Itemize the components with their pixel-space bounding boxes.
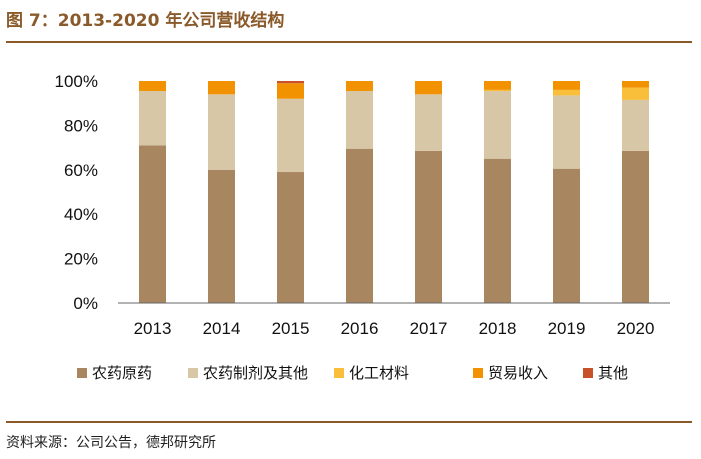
y-tick-label: 0% [73,294,98,313]
bar-segment [346,148,373,303]
y-tick-label: 40% [64,205,98,224]
y-tick-label: 20% [64,250,98,269]
bar-segment [208,169,235,303]
legend-swatch [188,368,198,378]
bar-segment [622,99,649,151]
x-tick-label: 2017 [410,319,448,338]
source-note: 资料来源：公司公告，德邦研究所 [6,435,216,451]
x-tick-label: 2014 [203,319,241,338]
figure-title: 图 7：2013-2020 年公司营收结构 [6,11,285,31]
bar-segment [484,158,511,303]
bar-segment [553,89,580,96]
y-tick-label: 100% [55,72,98,91]
x-tick-label: 2015 [272,319,310,338]
bar-segment [208,94,235,170]
bar-segment [346,81,373,91]
bar-segment [139,90,166,146]
bar-segment [415,81,442,95]
legend-swatch [334,368,344,378]
bar-segment [208,81,235,95]
bar-segment [139,145,166,303]
legend-label: 农药制剂及其他 [203,364,308,382]
stacked-bar-chart: 0% 20% 40% 60% 80% 100% 2013 2014 2015 2016 2017 20… [55,72,670,382]
legend-label: 农药原药 [92,364,152,382]
footer-rule [6,421,692,423]
x-tick-label: 2019 [548,319,586,338]
bar-segment [484,89,511,91]
x-tick-label: 2016 [341,319,379,338]
x-tick-label: 2013 [134,319,172,338]
legend-label: 其他 [598,364,628,382]
bar-segment [553,81,580,90]
bar-segment [622,150,649,303]
legend-swatch [473,368,483,378]
bar-segment [277,81,304,84]
bar-segment [553,168,580,303]
bar-segment [277,98,304,173]
header-rule [6,41,692,43]
bar-segment [622,81,649,88]
bar-segment [553,95,580,169]
bar-segment [484,90,511,159]
bar-segment [346,90,373,149]
x-tick-label: 2020 [617,319,655,338]
bar-segment [277,172,304,303]
legend-swatch [77,368,87,378]
bar-segment [484,81,511,90]
x-tick-label: 2018 [479,319,517,338]
bar-segment [415,150,442,303]
legend-swatch [583,368,593,378]
y-tick-label: 80% [64,116,98,135]
legend-label: 贸易收入 [488,364,548,382]
bar-segment [622,87,649,100]
bar-segment [277,83,304,99]
bar-segment [139,81,166,91]
legend-label: 化工材料 [349,364,409,382]
bar-segment [415,94,442,151]
y-tick-label: 60% [64,161,98,180]
